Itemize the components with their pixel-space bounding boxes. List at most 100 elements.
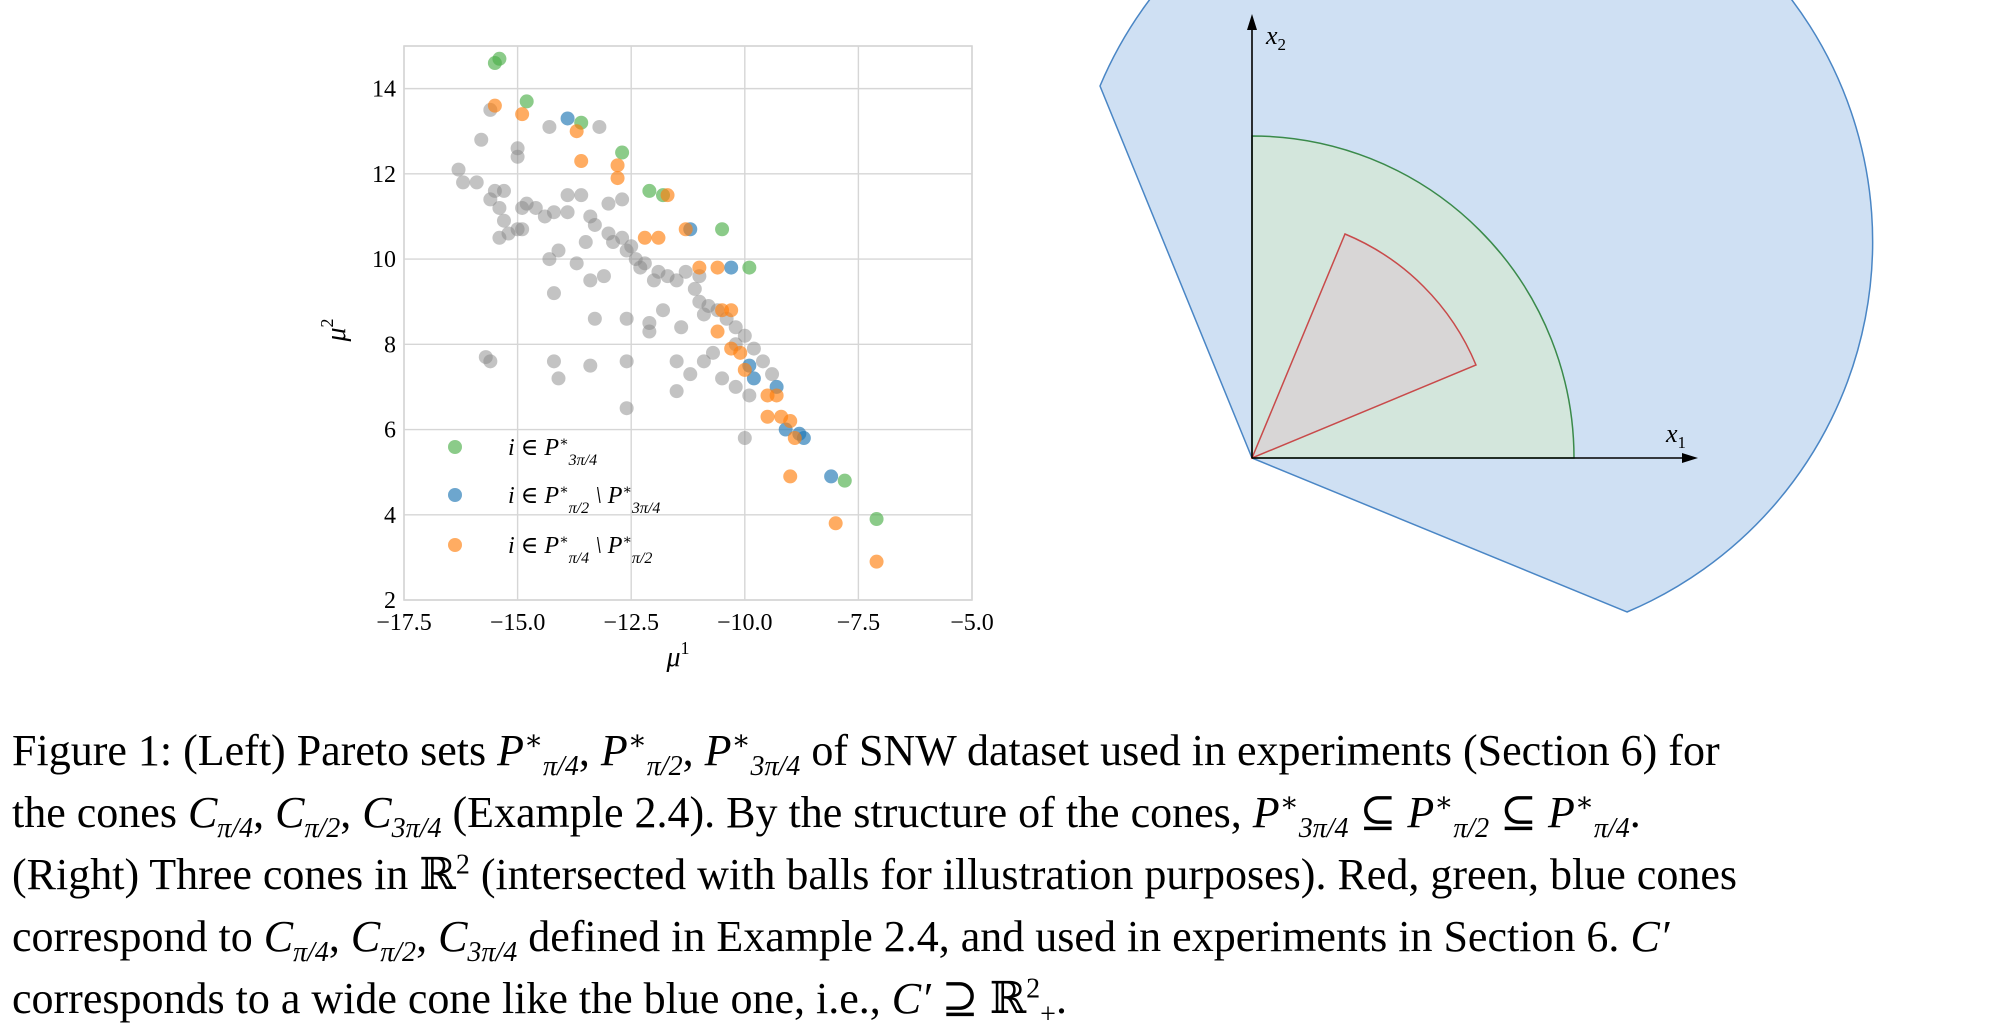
data-point-orange xyxy=(487,98,502,113)
legend-label: i ∈ P∗π/2 \ P∗3π/4 xyxy=(508,483,660,517)
data-point-other xyxy=(528,200,543,215)
x1-axis-arrow xyxy=(1682,453,1698,463)
data-point-blue xyxy=(560,111,575,126)
data-point-other xyxy=(624,239,639,254)
data-point-other xyxy=(569,256,584,271)
data-point-other xyxy=(669,384,684,399)
data-point-other xyxy=(583,273,598,288)
data-point-other xyxy=(546,205,561,220)
data-point-other xyxy=(515,222,530,237)
data-point-other xyxy=(483,192,498,207)
data-point-other xyxy=(542,252,557,267)
legend-marker xyxy=(448,538,462,552)
data-point-other xyxy=(596,269,611,284)
data-point-other xyxy=(592,119,607,134)
x2-axis-label: x2 xyxy=(1265,21,1286,54)
data-point-other xyxy=(492,200,507,215)
data-point-other xyxy=(587,311,602,326)
data-point-other xyxy=(546,286,561,301)
data-point-other xyxy=(742,388,757,403)
x-tick-label: −12.5 xyxy=(603,610,659,636)
legend-marker xyxy=(448,488,462,502)
y-tick-label: 8 xyxy=(384,332,396,358)
data-point-other xyxy=(510,141,525,156)
data-point-other xyxy=(546,354,561,369)
data-point-other xyxy=(674,320,689,335)
caption-line-1: Figure 1: (Left) Pareto sets P∗π/4, P∗π/… xyxy=(12,725,1720,782)
data-point-blue xyxy=(724,260,739,275)
data-point-other xyxy=(642,324,657,339)
data-point-orange xyxy=(710,260,725,275)
data-point-other xyxy=(619,311,634,326)
data-point-other xyxy=(542,119,557,134)
data-point-other xyxy=(678,264,693,279)
y-tick-label: 14 xyxy=(372,77,396,103)
data-point-other xyxy=(601,196,616,211)
data-point-other xyxy=(551,371,566,386)
data-point-other xyxy=(696,307,711,322)
legend: i ∈ P∗3π/4 i ∈ P∗π/2 \ P∗3π/4 i ∈ P∗π/4 \ … xyxy=(448,435,660,567)
data-point-blue xyxy=(824,469,839,484)
x-tick-label: −7.5 xyxy=(837,610,881,636)
data-point-other xyxy=(583,358,598,373)
data-point-orange xyxy=(651,230,666,245)
data-point-other xyxy=(737,328,752,343)
data-point-green xyxy=(837,473,852,488)
data-point-green xyxy=(519,94,534,109)
data-point-other xyxy=(715,371,730,386)
data-point-orange xyxy=(783,414,798,429)
legend-label: i ∈ P∗3π/4 xyxy=(508,435,597,469)
y-axis-label: μ2 xyxy=(317,318,352,342)
data-point-other xyxy=(646,273,661,288)
plot-area xyxy=(403,45,973,601)
data-point-other xyxy=(755,354,770,369)
data-point-other xyxy=(456,175,471,190)
data-point-other xyxy=(474,132,489,147)
data-point-other xyxy=(483,354,498,369)
plot-grid xyxy=(403,46,973,601)
y-tick-label: 12 xyxy=(372,162,396,188)
data-point-orange xyxy=(610,158,625,173)
pareto-scatter-plot: −17.5 −15.0 −12.5 −10.0 −7.5 −5.0 2468101214 … xyxy=(317,45,994,673)
data-point-other xyxy=(687,281,702,296)
data-point-orange xyxy=(760,409,775,424)
scatter-points xyxy=(451,51,884,569)
data-point-green xyxy=(742,260,757,275)
data-point-other xyxy=(619,354,634,369)
data-point-orange xyxy=(869,554,884,569)
data-point-orange xyxy=(637,230,652,245)
data-point-orange xyxy=(724,303,739,318)
data-point-orange xyxy=(733,345,748,360)
data-point-orange xyxy=(569,124,584,139)
x1-axis-label: x1 xyxy=(1665,419,1686,452)
data-point-orange xyxy=(678,222,693,237)
x-tick-label: −5.0 xyxy=(950,610,994,636)
caption-line-4: correspond to Cπ/4, Cπ/2, C3π/4 defined … xyxy=(12,912,1670,968)
data-point-other xyxy=(737,431,752,446)
caption-line-5: corresponds to a wide cone like the blue… xyxy=(12,973,1067,1030)
data-point-green xyxy=(487,56,502,71)
data-point-orange xyxy=(515,107,530,122)
y-tick-label: 4 xyxy=(384,503,396,529)
data-point-orange xyxy=(610,171,625,186)
data-point-blue xyxy=(746,371,761,386)
data-point-orange xyxy=(660,188,675,203)
caption-line-3: (Right) Three cones in ℝ2 (intersected w… xyxy=(12,849,1737,899)
data-point-other xyxy=(765,367,780,382)
data-point-other xyxy=(606,235,621,250)
data-point-other xyxy=(633,260,648,275)
data-point-other xyxy=(746,341,761,356)
x-tick-label: −15.0 xyxy=(490,610,546,636)
data-point-orange xyxy=(769,388,784,403)
data-point-other xyxy=(469,175,484,190)
figure-caption: Figure 1: (Left) Pareto sets P∗π/4, P∗π/… xyxy=(12,720,2007,1030)
data-point-other xyxy=(728,379,743,394)
data-point-other xyxy=(578,235,593,250)
data-point-other xyxy=(515,200,530,215)
data-point-orange xyxy=(787,431,802,446)
data-point-other xyxy=(619,401,634,416)
data-point-other xyxy=(705,345,720,360)
data-point-other xyxy=(669,273,684,288)
data-point-other xyxy=(587,217,602,232)
data-point-orange xyxy=(783,469,798,484)
